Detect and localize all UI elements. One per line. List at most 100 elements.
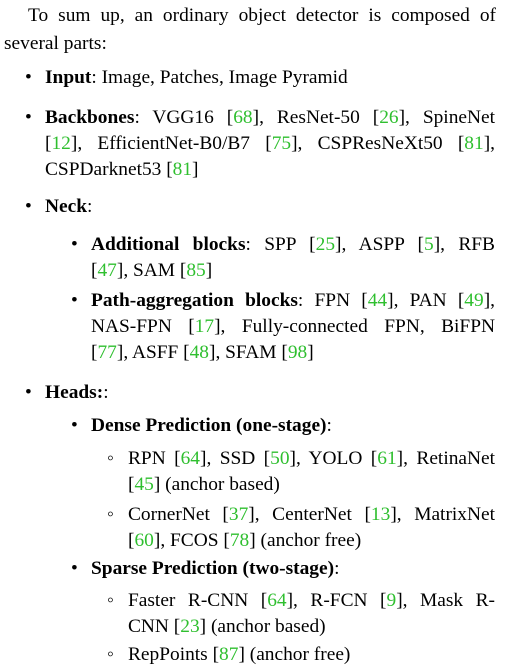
text: [ bbox=[91, 260, 98, 281]
citation-link[interactable]: 64 bbox=[180, 448, 200, 469]
citation-link[interactable]: 77 bbox=[97, 342, 117, 363]
citation-link[interactable]: 61 bbox=[377, 448, 397, 469]
dense-item-1-line-2: [45] (anchor based) bbox=[128, 472, 280, 498]
bullet-marker: • bbox=[71, 558, 78, 579]
citation-link[interactable]: 50 bbox=[270, 448, 290, 469]
text: NAS-FPN [ bbox=[91, 316, 195, 337]
citation-link[interactable]: 87 bbox=[219, 644, 239, 665]
text: [ bbox=[45, 133, 52, 154]
text: ], ResNet-50 [ bbox=[252, 107, 380, 128]
citation-link[interactable]: 25 bbox=[315, 234, 336, 255]
dense-item-1-line-1: RPN [64], SSD [50], YOLO [61], RetinaNet bbox=[128, 446, 495, 472]
bullet-marker: ◦ bbox=[107, 504, 114, 525]
additional-blocks-line-2: [47], SAM [85] bbox=[91, 258, 212, 284]
additional-blocks-line-1: Additional blocks: SPP [25], ASPP [5], R… bbox=[91, 232, 495, 258]
neck-label: Neck bbox=[45, 196, 88, 217]
citation-link[interactable]: 37 bbox=[228, 504, 249, 525]
sparse-item-2-line-1: RepPoints [87] (anchor free) bbox=[128, 642, 350, 668]
backbones-label: Backbones bbox=[45, 107, 135, 128]
heads-label: Heads: bbox=[45, 382, 104, 403]
citation-link[interactable]: 81 bbox=[172, 159, 193, 180]
text: CSPDarknet53 [ bbox=[45, 159, 173, 180]
bullet-marker: ◦ bbox=[107, 644, 114, 665]
text: ], ASPP [ bbox=[335, 234, 424, 255]
text: ], CSPResNeXt50 [ bbox=[291, 133, 465, 154]
text: CNN [ bbox=[128, 616, 181, 637]
sep: : bbox=[334, 558, 340, 579]
dense-item-2-line-1: CornerNet [37], CenterNet [13], MatrixNe… bbox=[128, 502, 495, 528]
citation-link[interactable]: 44 bbox=[367, 290, 388, 311]
text: ] (anchor free) bbox=[249, 530, 362, 551]
citation-link[interactable]: 75 bbox=[271, 133, 292, 154]
additional-blocks-label: Additional blocks bbox=[91, 234, 246, 255]
sparse-prediction-label: Sparse Prediction (two-stage) bbox=[91, 558, 335, 579]
input-item: Input: Image, Patches, Image Pyramid bbox=[45, 65, 348, 91]
input-label: Input bbox=[45, 67, 92, 88]
bullet-marker: • bbox=[25, 382, 32, 403]
citation-link[interactable]: 45 bbox=[134, 474, 154, 495]
path-aggregation-line-3: [77], ASFF [48], SFAM [98] bbox=[91, 340, 314, 366]
input-sep: : bbox=[91, 67, 97, 88]
text: ], bbox=[483, 133, 495, 154]
text: FPN [ bbox=[303, 290, 368, 311]
text: ], EfficientNet-B0/B7 [ bbox=[70, 133, 272, 154]
text: RepPoints [ bbox=[128, 644, 220, 665]
backbones-line-1: Backbones: VGG16 [68], ResNet-50 [26], S… bbox=[45, 105, 495, 131]
backbones-line-2: [12], EfficientNet-B0/B7 [75], CSPResNeX… bbox=[45, 131, 495, 157]
dense-prediction-label: Dense Prediction (one-stage) bbox=[91, 415, 327, 436]
text: ], SAM [ bbox=[116, 260, 187, 281]
intro-line-1: To sum up, an ordinary object detector i… bbox=[28, 5, 496, 26]
citation-link[interactable]: 49 bbox=[464, 290, 484, 311]
citation-link[interactable]: 12 bbox=[51, 133, 71, 154]
citation-link[interactable]: 68 bbox=[233, 107, 253, 128]
citation-link[interactable]: 5 bbox=[424, 234, 434, 255]
citation-link[interactable]: 60 bbox=[134, 530, 154, 551]
input-text: Image, Patches, Image Pyramid bbox=[96, 67, 348, 88]
sep: : bbox=[134, 107, 140, 128]
text: ], CenterNet [ bbox=[248, 504, 371, 525]
sep: : bbox=[103, 382, 109, 403]
bullet-marker: • bbox=[25, 67, 32, 88]
text: ], FCOS [ bbox=[153, 530, 230, 551]
text: ], SpineNet bbox=[398, 107, 495, 128]
citation-link[interactable]: 9 bbox=[386, 590, 397, 611]
citation-link[interactable]: 98 bbox=[287, 342, 308, 363]
sep: : bbox=[326, 415, 332, 436]
text: ], ASFF [ bbox=[116, 342, 190, 363]
citation-link[interactable]: 48 bbox=[189, 342, 209, 363]
bullet-marker: • bbox=[71, 415, 78, 436]
citation-link[interactable]: 64 bbox=[267, 590, 287, 611]
text: ] bbox=[205, 260, 213, 281]
text: [ bbox=[91, 342, 98, 363]
text: CornerNet [ bbox=[128, 504, 229, 525]
citation-link[interactable]: 13 bbox=[370, 504, 391, 525]
citation-link[interactable]: 26 bbox=[379, 107, 399, 128]
text: ] (anchor free) bbox=[238, 644, 351, 665]
citation-link[interactable]: 78 bbox=[229, 530, 250, 551]
text: [ bbox=[128, 530, 135, 551]
text: RPN [ bbox=[128, 448, 181, 469]
sparse-item-1-line-1: Faster R-CNN [64], R-FCN [9], Mask R- bbox=[128, 588, 495, 614]
citation-link[interactable]: 47 bbox=[97, 260, 117, 281]
text: ] (anchor based) bbox=[199, 616, 326, 637]
bullet-marker: ◦ bbox=[107, 590, 114, 611]
citation-link[interactable]: 23 bbox=[180, 616, 200, 637]
citation-link[interactable]: 81 bbox=[464, 133, 484, 154]
citation-link[interactable]: 17 bbox=[194, 316, 215, 337]
text: VGG16 [ bbox=[139, 107, 234, 128]
sep: : bbox=[87, 196, 93, 217]
text: Faster R-CNN [ bbox=[128, 590, 268, 611]
text: ], PAN [ bbox=[387, 290, 465, 311]
text: ], RetinaNet bbox=[396, 448, 496, 469]
citation-link[interactable]: 85 bbox=[186, 260, 206, 281]
dense-item-2-line-2: [60], FCOS [78] (anchor free) bbox=[128, 528, 361, 554]
text: ] bbox=[307, 342, 314, 363]
text: ], SFAM [ bbox=[209, 342, 288, 363]
neck-item: Neck: bbox=[45, 194, 92, 220]
bullet-marker: • bbox=[71, 290, 78, 311]
text: ], RFB bbox=[433, 234, 495, 255]
text: ], MatrixNet bbox=[390, 504, 495, 525]
text: ], Mask R- bbox=[396, 590, 496, 611]
bullet-marker: • bbox=[71, 234, 78, 255]
text: ], Fully-connected FPN, BiFPN bbox=[214, 316, 495, 337]
